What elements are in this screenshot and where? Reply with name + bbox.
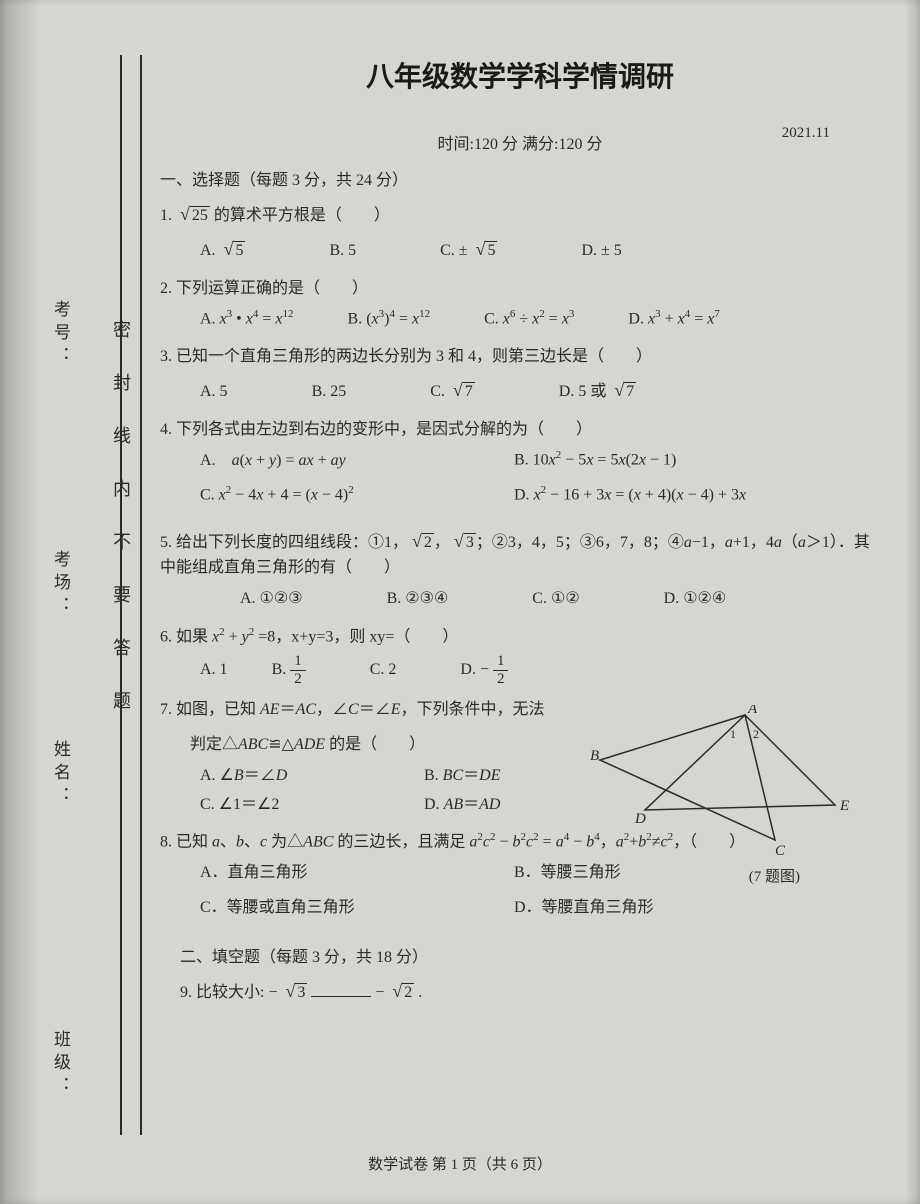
q3-a: A. 5 xyxy=(200,378,228,407)
q3-b: B. 25 xyxy=(312,378,347,407)
label-room: 考场： xyxy=(48,550,73,619)
q7-b: B. BC＝DE xyxy=(424,762,500,791)
q5-a: A. ①②③ xyxy=(240,585,303,614)
q6-d: D. − 12 xyxy=(460,654,508,687)
q4-options: A. a(x + y) = ax + ay B. 10x2 − 5x = 5x(… xyxy=(200,446,880,516)
diagram-label-B: B xyxy=(590,748,599,764)
page-footer: 数学试卷 第 1 页（共 6 页） xyxy=(0,1153,920,1174)
content-area: 八年级数学学科学情调研 2021.11 时间:120 分 满分:120 分 一、… xyxy=(160,55,880,1010)
label-class: 班级： xyxy=(48,1030,73,1099)
q5-options: A. ①②③ B. ②③④ C. ①② D. ①②④ xyxy=(240,585,880,614)
q4-text: 4. 下列各式由左边到右边的变形中，是因式分解的为（ ） xyxy=(160,417,880,443)
q2-a: A. x3 • x4 = x12 xyxy=(200,305,294,334)
q2-d: D. x3 + x4 = x7 xyxy=(628,305,719,334)
q8-a: A．直角三角形 xyxy=(200,859,510,888)
q3-c: C. 7 xyxy=(430,374,475,407)
label-name: 姓名： xyxy=(48,740,73,809)
q4-d: D. x2 − 16 + 3x = (x + 4)(x − 4) + 3x xyxy=(514,481,874,510)
section-2-head: 二、填空题（每题 3 分，共 18 分） xyxy=(180,943,880,967)
exam-subtitle: 时间:120 分 满分:120 分 xyxy=(160,130,880,154)
q3-options: A. 5 B. 25 C. 7 D. 5 或 7 xyxy=(200,374,880,407)
q9-text: 9. 比较大小: − 3 − 2 . xyxy=(180,977,880,1006)
q8-d: D．等腰直角三角形 xyxy=(514,894,824,923)
q6-options: A. 1 B. 12 C. 2 D. − 12 xyxy=(200,654,880,687)
q2-options: A. x3 • x4 = x12 B. (x3)4 = x12 C. x6 ÷ … xyxy=(200,305,880,334)
q6-c: C. 2 xyxy=(370,656,397,685)
q9-blank xyxy=(311,983,371,997)
page-title: 八年级数学学科学情调研 xyxy=(160,55,880,95)
q1-b: B. 5 xyxy=(329,237,356,266)
q1-text: 1. 25 的算术平方根是（ ） xyxy=(160,200,880,229)
q4-c: C. x2 − 4x + 4 = (x − 4)2 xyxy=(200,481,510,510)
q7-a: A. ∠B＝∠D xyxy=(200,762,370,791)
q1-a: A. 5 xyxy=(200,233,245,266)
q2-c: C. x6 ÷ x2 = x3 xyxy=(484,305,574,334)
q1-d: D. ± 5 xyxy=(581,237,621,266)
q3-d: D. 5 或 7 xyxy=(559,374,636,407)
q6-b: B. 12 xyxy=(272,654,306,687)
q8-c: C．等腰或直角三角形 xyxy=(200,894,510,923)
seal-line-text: 密封线内不要答题 xyxy=(108,320,134,744)
q5-d: D. ①②④ xyxy=(664,585,727,614)
q5-b: B. ②③④ xyxy=(387,585,449,614)
q1-c: C. ± 5 xyxy=(440,233,497,266)
diagram-label-2: 2 xyxy=(753,727,759,741)
q2-text: 2. 下列运算正确的是（ ） xyxy=(160,276,880,302)
diagram-label-A: A xyxy=(747,705,758,717)
label-number: 考号： xyxy=(48,300,73,369)
q2-b: B. (x3)4 = x12 xyxy=(348,305,431,334)
exam-date: 2021.11 xyxy=(782,125,830,142)
q4-b: B. 10x2 − 5x = 5x(2x − 1) xyxy=(514,446,824,475)
q6-a: A. 1 xyxy=(200,656,228,685)
q7-d: D. AB＝AD xyxy=(424,791,500,820)
q7-diagram: A B C D E 1 2 xyxy=(590,705,850,860)
q5-c: C. ①② xyxy=(532,585,579,614)
q3-text: 3. 已知一个直角三角形的两边长分别为 3 和 4，则第三边长是（ ） xyxy=(160,344,880,370)
triangle-diagram-svg: A B C D E 1 2 xyxy=(590,705,850,855)
section-1-head: 一、选择题（每题 3 分，共 24 分） xyxy=(160,166,880,190)
diagram-label-1: 1 xyxy=(730,727,736,741)
q6-text: 6. 如果 x2 + y2 =8，x+y=3，则 xy=（ ） xyxy=(160,624,880,650)
q7-diagram-caption: (7 题图) xyxy=(749,865,800,886)
exam-page: 班级： 姓名： 考场： 考号： 密封线内不要答题 八年级数学学科学情调研 202… xyxy=(0,0,920,1204)
margin-column: 班级： 姓名： 考场： 考号： 密封线内不要答题 xyxy=(30,0,130,1204)
diagram-label-D: D xyxy=(634,811,646,827)
diagram-label-C: C xyxy=(775,843,786,855)
q7-c: C. ∠1＝∠2 xyxy=(200,791,370,820)
q7-text: 7. 如图，已知 AE＝AC，∠C＝∠E，下列条件中，无法 xyxy=(160,697,580,723)
q4-a: A. a(x + y) = ax + ay xyxy=(200,447,510,476)
q5-text: 5. 给出下列长度的四组线段：①1，2，3；②3，4，5；③6，7，8；④a−1… xyxy=(160,527,880,581)
q7-text2: 判定△ABC≌△ADE 的是（ ） xyxy=(190,732,610,758)
diagram-label-E: E xyxy=(839,798,849,814)
q1-options: A. 5 B. 5 C. ± 5 D. ± 5 xyxy=(200,233,880,266)
page-shadow-right xyxy=(905,0,920,1204)
